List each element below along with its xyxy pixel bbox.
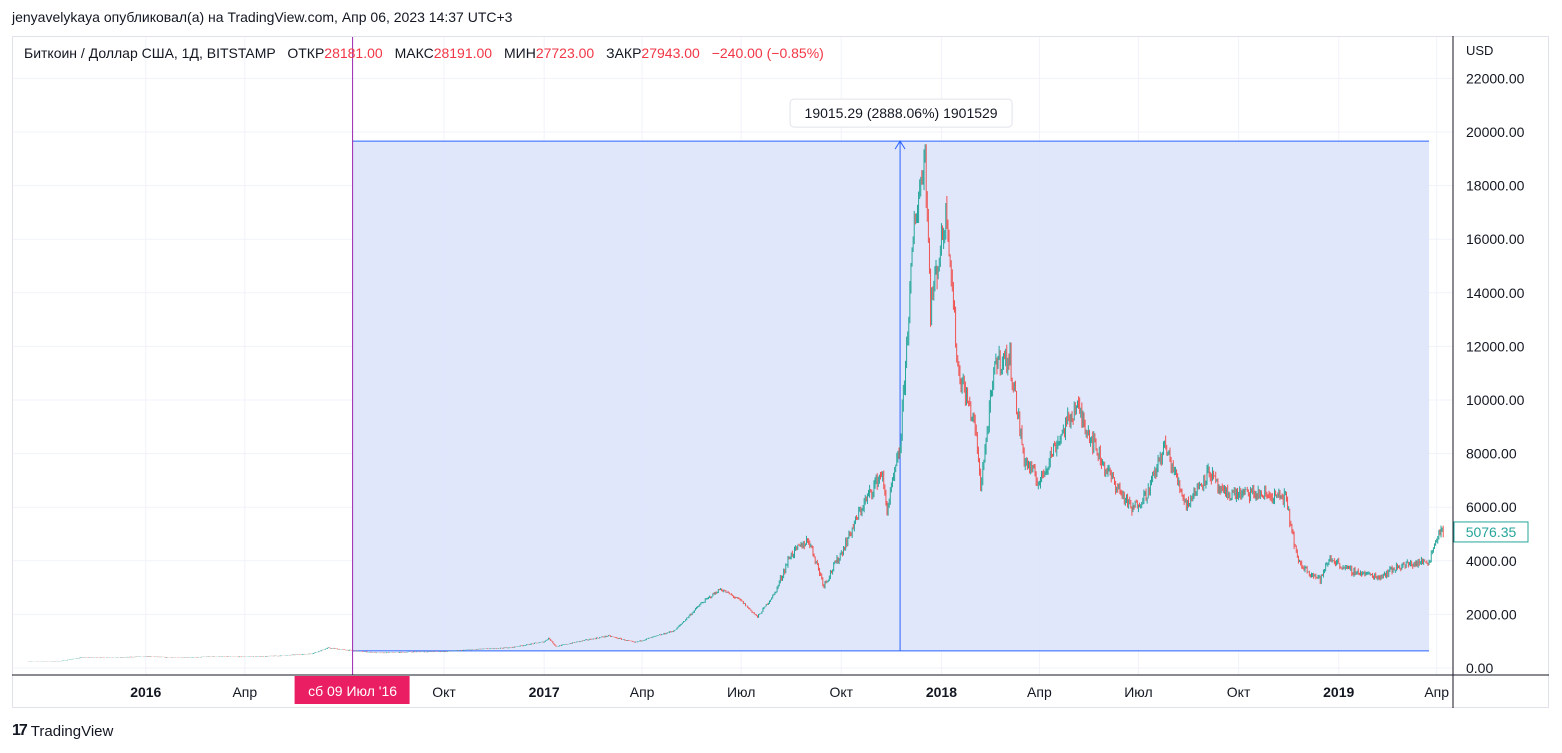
currency-label: USD — [1466, 43, 1493, 58]
price-tick-label: 0.00 — [1466, 660, 1493, 676]
crosshair-date-badge — [294, 676, 410, 704]
last-price-badge — [1453, 521, 1529, 543]
time-tick-label: Окт — [432, 684, 456, 700]
time-tick-label: Апр — [630, 684, 655, 700]
time-tick-label: 2017 — [529, 684, 560, 700]
open-label: ОТКР — [287, 45, 325, 61]
brand-name: TradingView — [30, 722, 114, 740]
crosshair-date-label: сб 09 Июл '16 — [308, 683, 397, 699]
price-axis: 0.00 2000.00 4000.00 6000.00 8000.00 10000.00… — [1452, 36, 1529, 708]
high-label: МАКС — [394, 45, 434, 61]
time-tick-label: Июл — [727, 684, 755, 700]
measure-box[interactable] — [352, 141, 1430, 651]
price-tick-label: 14000.00 — [1466, 285, 1525, 301]
price-tick-label: 4000.00 — [1466, 553, 1517, 569]
time-tick-label: Апр — [1027, 684, 1052, 700]
tradingview-logo-icon: 17 — [12, 722, 28, 739]
price-tick-label: 12000.00 — [1466, 338, 1525, 354]
measure-range: 19015.29 (2888.06%) 1901529 — [352, 98, 1430, 652]
time-tick-label: Апр — [232, 684, 257, 700]
brand[interactable]: 17 TradingView — [12, 722, 113, 740]
time-axis: 2016 Апр Окт 2017 Апр Июл Окт 2018 Апр Июл Окт 2019… — [12, 674, 1549, 700]
price-tick-label: 16000.00 — [1466, 231, 1525, 247]
price-tick-label: 2000.00 — [1466, 606, 1517, 622]
time-tick-label: 2018 — [926, 684, 957, 700]
symbol-name[interactable]: Биткоин / Доллар США, 1Д, BITSTAMP — [24, 45, 276, 61]
close-value: 27943.00 — [641, 45, 700, 61]
price-tick-label: 20000.00 — [1466, 124, 1525, 140]
price-tick-label: 10000.00 — [1466, 392, 1525, 408]
time-tick-label: 2019 — [1323, 684, 1354, 700]
price-tick-label: 6000.00 — [1466, 499, 1517, 515]
publication-info: jenyavelykaya опубликовал(а) на TradingV… — [12, 9, 513, 25]
measure-label-box — [789, 98, 1013, 128]
low-value: 27723.00 — [535, 45, 595, 61]
time-tick-label: 2016 — [130, 684, 161, 700]
change-value: −240.00 (−0.85%) — [711, 45, 824, 61]
candles — [27, 144, 1444, 663]
last-price-label: 5076.35 — [1466, 524, 1517, 540]
time-tick-label: Июл — [1124, 684, 1152, 700]
high-value: 28191.00 — [433, 45, 493, 61]
time-tick-label: Окт — [830, 684, 854, 700]
price-tick-label: 18000.00 — [1466, 178, 1525, 194]
symbol-legend: Биткоин / Доллар США, 1Д, BITSTAMP ОТКР2… — [24, 45, 824, 61]
price-tick-label: 22000.00 — [1466, 70, 1525, 86]
measure-label: 19015.29 (2888.06%) 1901529 — [805, 105, 998, 121]
time-tick-label: Апр — [1424, 684, 1449, 700]
low-label: МИН — [503, 45, 536, 61]
time-tick-label: Окт — [1227, 684, 1251, 700]
price-tick-label: 8000.00 — [1466, 446, 1517, 462]
chart-frame — [12, 36, 1549, 708]
measure-arrow-head-icon — [894, 140, 906, 150]
open-value: 28181.00 — [324, 45, 383, 61]
crosshair: сб 09 Июл '16 — [294, 37, 410, 704]
close-label: ЗАКР — [606, 45, 642, 61]
